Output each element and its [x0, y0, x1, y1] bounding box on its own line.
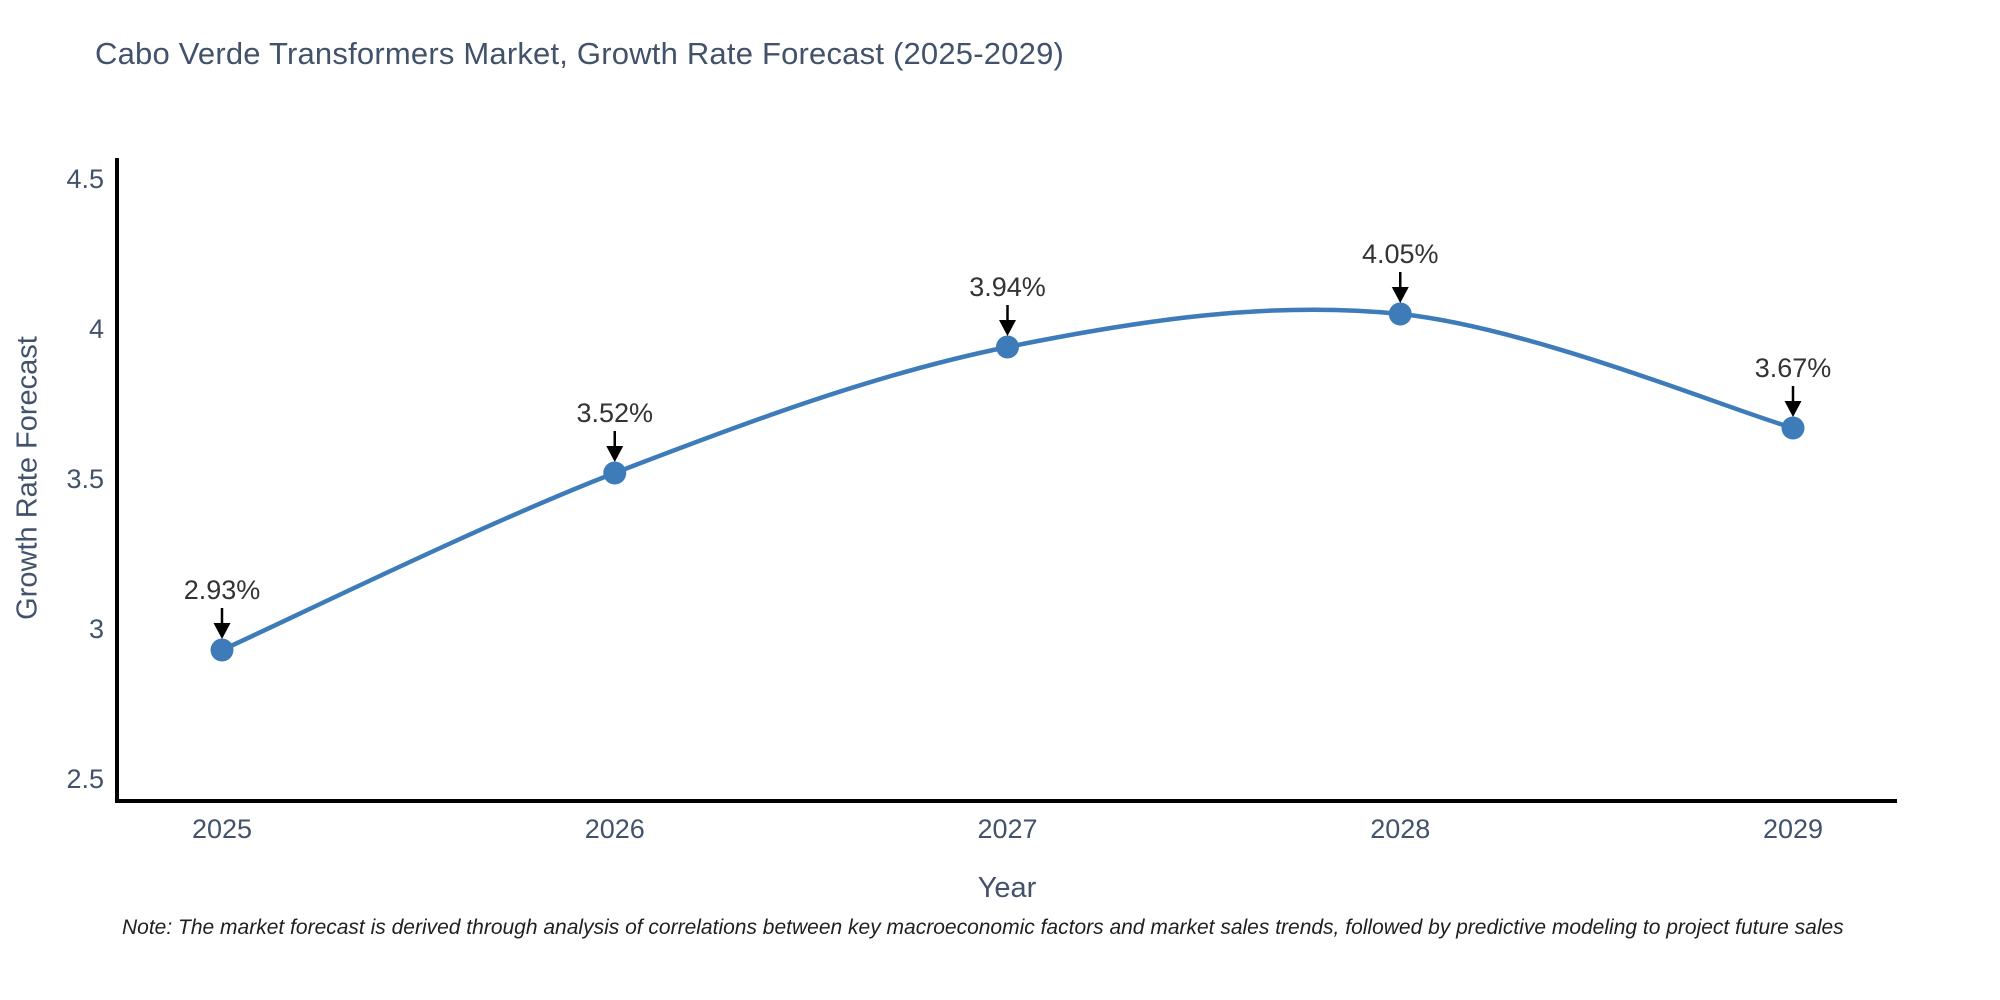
annotation-arrow-head	[1391, 287, 1409, 303]
annotation-arrow-head	[213, 623, 231, 639]
y-tick-label: 2.5	[66, 764, 104, 794]
x-tick-label: 2029	[1763, 814, 1823, 844]
data-point	[210, 638, 234, 662]
x-axis-title: Year	[977, 872, 1037, 904]
x-axis-line	[115, 799, 1897, 803]
data-point-label: 3.67%	[1755, 353, 1832, 383]
data-point	[1781, 416, 1805, 440]
y-tick-label: 3.5	[66, 464, 104, 494]
y-tick-label: 3	[89, 614, 104, 644]
data-point-label: 3.52%	[576, 398, 653, 428]
data-point	[996, 335, 1019, 359]
forecast-line	[219, 307, 1796, 653]
x-tick-label: 2025	[192, 814, 252, 844]
x-tick-label: 2027	[977, 814, 1037, 844]
annotation-arrow-head	[1784, 401, 1802, 417]
y-tick-label: 4.5	[66, 164, 104, 194]
footnote: Note: The market forecast is derived thr…	[122, 916, 1844, 939]
data-point-label: 2.93%	[184, 575, 261, 605]
data-point-label: 3.94%	[969, 272, 1046, 302]
data-point	[603, 461, 627, 485]
chart-title: Cabo Verde Transformers Market, Growth R…	[95, 36, 1065, 71]
y-axis-line	[115, 158, 119, 803]
data-point	[1388, 302, 1412, 326]
annotation-arrow-head	[606, 446, 624, 462]
x-tick-label: 2028	[1370, 814, 1430, 844]
x-tick-label: 2026	[585, 814, 645, 844]
data-point-label: 4.05%	[1362, 239, 1439, 269]
y-tick-label: 4	[89, 314, 104, 344]
annotation-arrow-head	[999, 320, 1016, 336]
